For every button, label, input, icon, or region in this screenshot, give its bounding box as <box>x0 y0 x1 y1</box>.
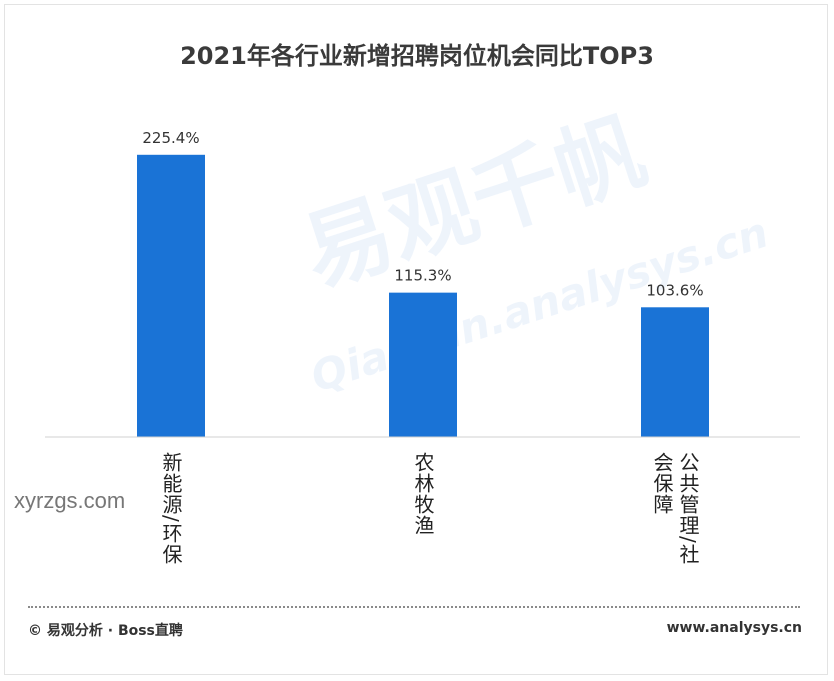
footer-source: © 易观分析 · Boss直聘 <box>28 623 183 639</box>
footer-site: www.analysys.cn <box>666 620 802 636</box>
bar-3 <box>641 307 709 437</box>
footer-divider <box>28 606 800 608</box>
bar-1 <box>137 154 205 437</box>
category-label-1: 新能源/环保 <box>159 452 183 565</box>
bar-2 <box>389 292 457 437</box>
data-label-3: 103.6% <box>646 281 703 299</box>
category-label-2: 农林牧渔 <box>411 452 435 536</box>
side-watermark: xyrzgs.com <box>14 488 126 513</box>
data-label-2: 115.3% <box>394 267 451 285</box>
category-label-3: 公共管理/社会保障 <box>650 452 700 565</box>
chart-title: 2021年各行业新增招聘岗位机会同比TOP3 <box>180 42 654 70</box>
data-label-1: 225.4% <box>142 129 199 147</box>
